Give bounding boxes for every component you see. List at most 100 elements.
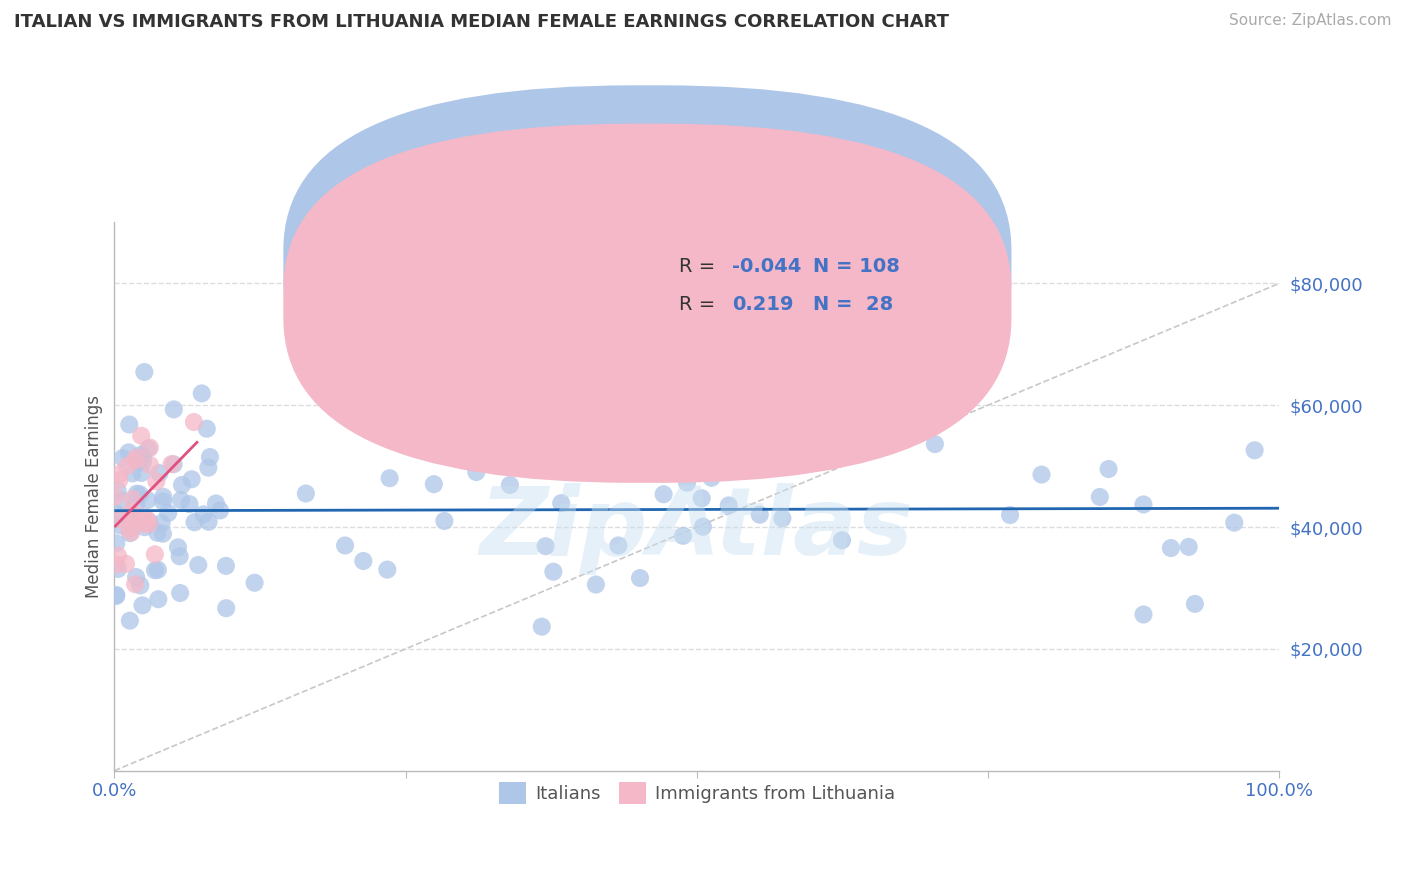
Point (607, 539, 630, 553)
Point (138, 517, 160, 532)
Point (148, 592, 170, 607)
Point (893, 426, 915, 441)
Point (676, 459, 699, 474)
Point (108, 467, 131, 482)
Point (183, 516, 205, 530)
Point (243, 575, 266, 590)
Point (125, 450, 148, 465)
Text: Source: ZipAtlas.com: Source: ZipAtlas.com (1229, 13, 1392, 29)
Point (150, 516, 173, 530)
Point (1223, 516, 1246, 530)
Point (183, 415, 205, 429)
Point (1132, 498, 1154, 512)
Legend: Italians, Immigrants from Lithuania: Italians, Immigrants from Lithuania (492, 774, 903, 811)
Point (215, 601, 238, 615)
Point (198, 450, 221, 464)
Point (825, 410, 848, 425)
Point (129, 578, 152, 592)
Point (1177, 540, 1199, 554)
Point (180, 472, 202, 486)
Y-axis label: Median Female Earnings: Median Female Earnings (86, 395, 103, 598)
Point (132, 516, 155, 531)
Point (132, 510, 155, 524)
Point (132, 450, 155, 464)
Point (160, 457, 183, 471)
Point (375, 563, 398, 577)
Point (120, 510, 142, 524)
Point (187, 558, 209, 572)
Text: R =: R = (679, 257, 721, 276)
Point (111, 450, 134, 465)
Point (120, 506, 142, 520)
Point (152, 494, 174, 508)
Point (136, 442, 159, 456)
Point (717, 499, 740, 513)
Point (125, 486, 148, 500)
Point (108, 518, 131, 533)
Text: ZipAtlas: ZipAtlas (479, 483, 914, 575)
Point (124, 454, 146, 468)
Point (585, 577, 607, 591)
Point (433, 514, 456, 528)
Point (124, 577, 146, 591)
Point (124, 507, 146, 521)
Point (1088, 490, 1111, 504)
Point (628, 571, 651, 585)
Point (118, 417, 141, 432)
Point (108, 512, 131, 526)
Point (148, 466, 170, 480)
Point (1243, 443, 1265, 458)
Point (120, 525, 142, 540)
Point (295, 486, 318, 500)
Point (152, 526, 174, 541)
Point (652, 487, 675, 501)
Point (146, 563, 169, 577)
Point (489, 405, 512, 419)
Point (170, 478, 193, 492)
Point (801, 442, 824, 456)
Point (692, 520, 714, 534)
Point (152, 490, 174, 504)
Point (118, 526, 141, 541)
Point (465, 465, 488, 479)
Point (122, 512, 145, 526)
Point (205, 496, 228, 510)
Point (136, 493, 159, 508)
Point (676, 475, 699, 490)
Point (690, 491, 713, 506)
Point (163, 402, 186, 417)
Point (104, 558, 127, 572)
Text: N = 108: N = 108 (814, 257, 900, 276)
Point (170, 493, 193, 508)
Point (104, 506, 127, 520)
Point (131, 599, 153, 613)
Point (179, 497, 201, 511)
Point (672, 529, 695, 543)
Point (108, 473, 131, 487)
FancyBboxPatch shape (284, 124, 1011, 483)
Point (193, 508, 215, 522)
Text: 0.219: 0.219 (733, 295, 793, 314)
Text: ITALIAN VS IMMIGRANTS FROM LITHUANIA MEDIAN FEMALE EARNINGS CORRELATION CHART: ITALIAN VS IMMIGRANTS FROM LITHUANIA MED… (14, 13, 949, 31)
Text: R =: R = (679, 295, 728, 314)
Point (543, 565, 565, 579)
Point (924, 437, 946, 451)
Point (125, 454, 148, 468)
Point (197, 460, 219, 475)
Point (107, 562, 129, 576)
Point (770, 511, 793, 525)
Point (118, 522, 141, 536)
Point (831, 533, 853, 548)
Point (1132, 607, 1154, 622)
Point (134, 365, 156, 379)
Point (998, 508, 1021, 522)
Point (134, 520, 156, 534)
Point (1184, 597, 1206, 611)
Point (169, 549, 191, 564)
Point (117, 445, 139, 459)
Point (333, 539, 356, 553)
Point (139, 458, 162, 472)
Point (157, 506, 180, 520)
Point (136, 513, 159, 527)
Text: -0.044: -0.044 (733, 257, 801, 276)
